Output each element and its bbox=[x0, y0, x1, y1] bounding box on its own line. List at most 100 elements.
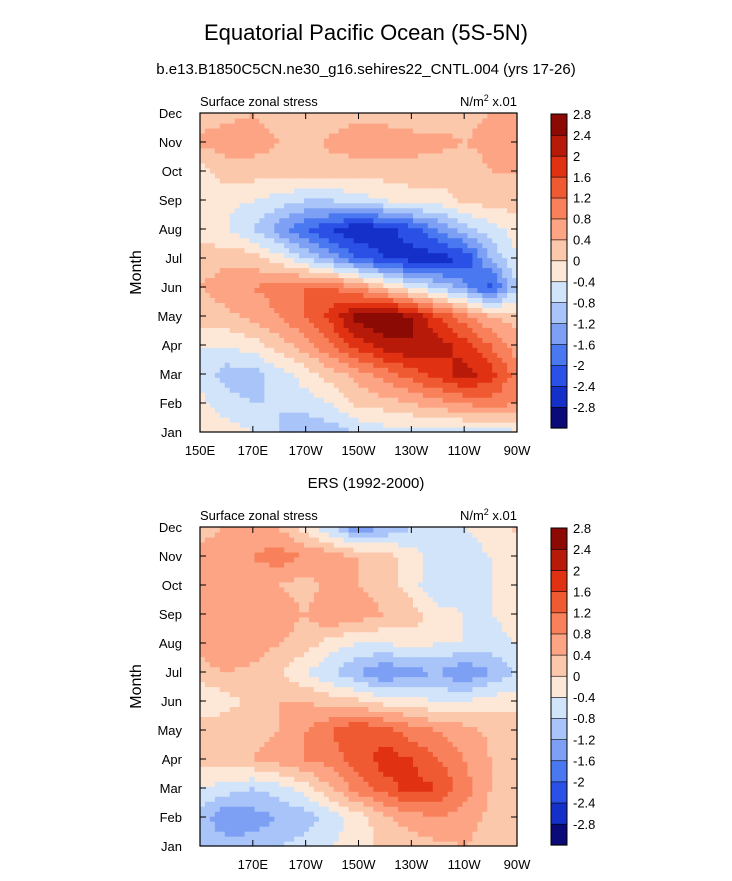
heatmap-cell bbox=[219, 427, 226, 433]
heatmap-cell bbox=[333, 267, 340, 274]
heatmap-cell bbox=[472, 806, 478, 812]
heatmap-cell bbox=[487, 841, 493, 847]
heatmap-cell bbox=[417, 212, 424, 219]
heatmap-cell bbox=[343, 257, 350, 264]
heatmap-cell bbox=[318, 781, 325, 787]
heatmap-cell bbox=[338, 292, 345, 299]
heatmap-cell bbox=[437, 122, 444, 129]
heatmap-cell bbox=[497, 242, 503, 249]
heatmap-cell bbox=[452, 821, 459, 827]
heatmap-cell bbox=[373, 357, 379, 363]
heatmap-cell bbox=[442, 841, 449, 847]
heatmap-cell bbox=[442, 791, 449, 797]
heatmap-cell bbox=[308, 322, 315, 328]
heatmap-cell bbox=[328, 117, 335, 124]
heatmap-cell bbox=[313, 791, 320, 797]
heatmap-cell bbox=[383, 287, 389, 294]
heatmap-cell bbox=[289, 831, 295, 837]
heatmap-cell bbox=[234, 372, 241, 378]
heatmap-cell bbox=[502, 177, 508, 184]
heatmap-cell bbox=[427, 816, 434, 822]
heatmap-cell bbox=[269, 157, 275, 164]
heatmap-cell bbox=[412, 826, 419, 832]
heatmap-cell bbox=[408, 287, 414, 294]
heatmap-cell bbox=[487, 382, 493, 388]
heatmap-cell bbox=[383, 177, 389, 184]
heatmap-cell bbox=[353, 327, 360, 333]
heatmap-cell bbox=[234, 117, 241, 124]
heatmap-cell bbox=[294, 317, 300, 323]
heatmap-cell bbox=[368, 337, 374, 343]
heatmap-cell bbox=[328, 262, 335, 269]
heatmap-cell bbox=[279, 357, 285, 363]
heatmap-cell bbox=[388, 197, 394, 204]
heatmap-cell bbox=[348, 297, 355, 303]
heatmap-cell bbox=[239, 382, 246, 388]
heatmap-cell bbox=[224, 113, 231, 119]
heatmap-cell bbox=[308, 352, 315, 358]
heatmap-cell bbox=[323, 127, 330, 134]
heatmap-cell bbox=[363, 277, 369, 284]
heatmap-cell bbox=[383, 392, 389, 398]
heatmap-cell bbox=[442, 217, 449, 224]
heatmap-cell bbox=[313, 387, 320, 393]
heatmap-cell bbox=[487, 127, 493, 134]
heatmap-cell bbox=[204, 242, 211, 249]
heatmap-cell bbox=[452, 267, 459, 274]
heatmap-cell bbox=[452, 127, 459, 134]
heatmap-cell bbox=[219, 312, 226, 318]
heatmap-cell bbox=[378, 262, 384, 269]
heatmap-cell bbox=[403, 207, 409, 214]
heatmap-cell bbox=[308, 427, 315, 433]
heatmap-cell bbox=[403, 836, 409, 842]
heatmap-cell bbox=[502, 242, 508, 249]
heatmap-cell bbox=[289, 157, 295, 164]
heatmap-cell bbox=[323, 217, 330, 224]
heatmap-cell bbox=[383, 382, 389, 388]
heatmap-cell bbox=[289, 187, 295, 194]
heatmap-cell bbox=[492, 202, 498, 209]
heatmap-cell bbox=[393, 307, 399, 313]
heatmap-cell bbox=[284, 322, 290, 328]
heatmap-cell bbox=[284, 282, 290, 289]
heatmap-cell bbox=[477, 182, 483, 189]
heatmap-cell bbox=[363, 412, 369, 418]
heatmap-cell bbox=[442, 372, 449, 378]
heatmap-cell bbox=[343, 806, 350, 812]
heatmap-cell bbox=[229, 252, 236, 259]
heatmap-cell bbox=[269, 397, 275, 403]
heatmap-cell bbox=[318, 222, 325, 229]
heatmap-cell bbox=[209, 113, 216, 119]
heatmap-cell bbox=[289, 287, 295, 294]
heatmap-cell bbox=[378, 197, 384, 204]
heatmap-cell bbox=[442, 207, 449, 214]
heatmap-cell bbox=[487, 157, 493, 164]
heatmap-cell bbox=[274, 287, 280, 294]
heatmap-cell bbox=[204, 232, 211, 239]
heatmap-cell bbox=[378, 312, 384, 318]
heatmap-cell bbox=[284, 113, 290, 119]
heatmap-cell bbox=[294, 801, 300, 807]
heatmap-cell bbox=[254, 137, 261, 144]
heatmap-cell bbox=[408, 392, 414, 398]
heatmap-cell bbox=[299, 327, 305, 333]
heatmap-cell bbox=[214, 162, 221, 169]
heatmap-cell bbox=[422, 811, 429, 817]
heatmap-cell bbox=[328, 347, 335, 353]
heatmap-cell bbox=[333, 287, 340, 294]
heatmap-cell bbox=[259, 177, 265, 184]
heatmap-cell bbox=[299, 332, 305, 338]
heatmap-cell bbox=[388, 806, 394, 812]
heatmap-cell bbox=[274, 317, 280, 323]
heatmap-cell bbox=[200, 796, 206, 802]
heatmap-cell bbox=[313, 167, 320, 174]
heatmap-cell bbox=[482, 402, 488, 408]
heatmap-cell bbox=[224, 192, 231, 199]
heatmap-cell bbox=[348, 332, 355, 338]
heatmap-cell bbox=[214, 372, 221, 378]
heatmap-cell bbox=[259, 332, 265, 338]
heatmap-cell bbox=[279, 801, 285, 807]
heatmap-cell bbox=[398, 332, 404, 338]
heatmap-cell bbox=[482, 127, 488, 134]
heatmap-cell bbox=[452, 277, 459, 284]
